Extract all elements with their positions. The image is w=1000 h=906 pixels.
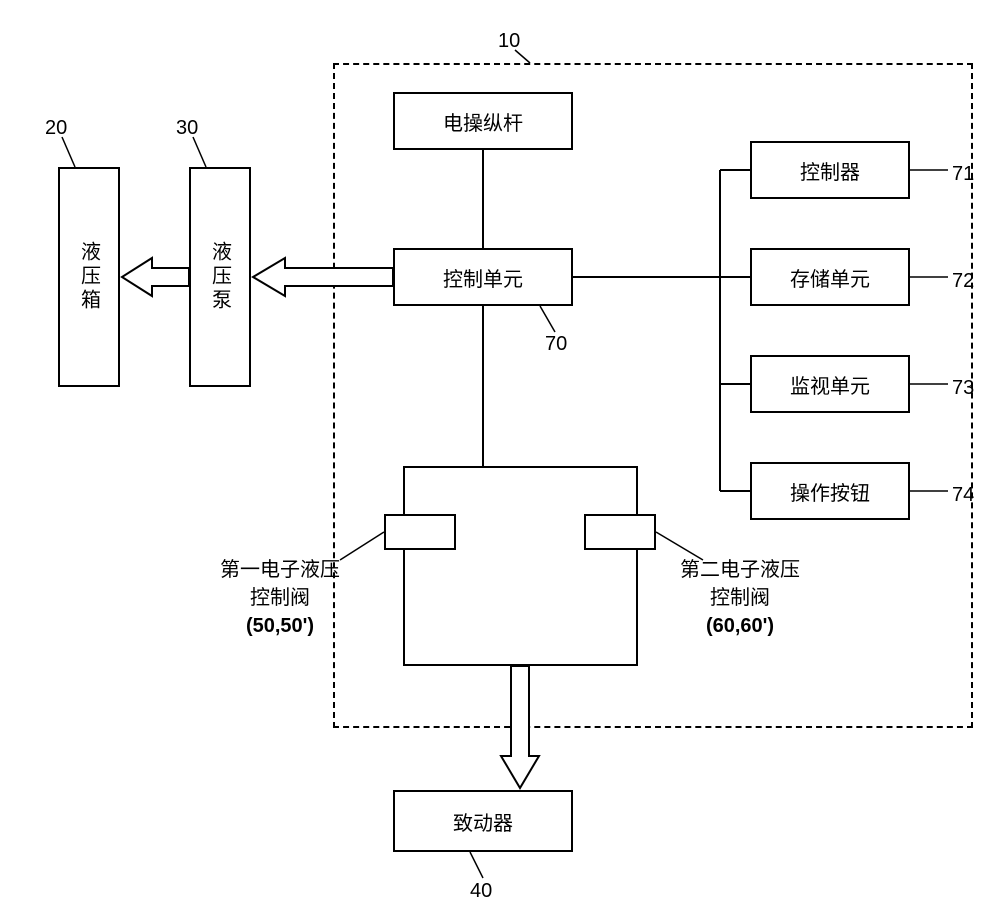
arrow-pump-tank xyxy=(122,258,189,296)
block-diagram: 液压箱 液压泵 电操纵杆 控制单元 控制器 存储单元 监视单元 操作按钮 致动器… xyxy=(0,0,1000,906)
leader-valve2 xyxy=(656,532,703,560)
leader-40 xyxy=(470,852,483,878)
leader-valve1 xyxy=(340,532,384,560)
arrow-ctrl-pump xyxy=(253,258,393,296)
connectors-svg xyxy=(0,0,1000,906)
leader-70 xyxy=(540,306,555,332)
leader-30 xyxy=(193,137,206,167)
leader-20 xyxy=(62,137,75,167)
arrow-valve-actuator xyxy=(501,666,539,788)
leader-10 xyxy=(515,50,530,63)
